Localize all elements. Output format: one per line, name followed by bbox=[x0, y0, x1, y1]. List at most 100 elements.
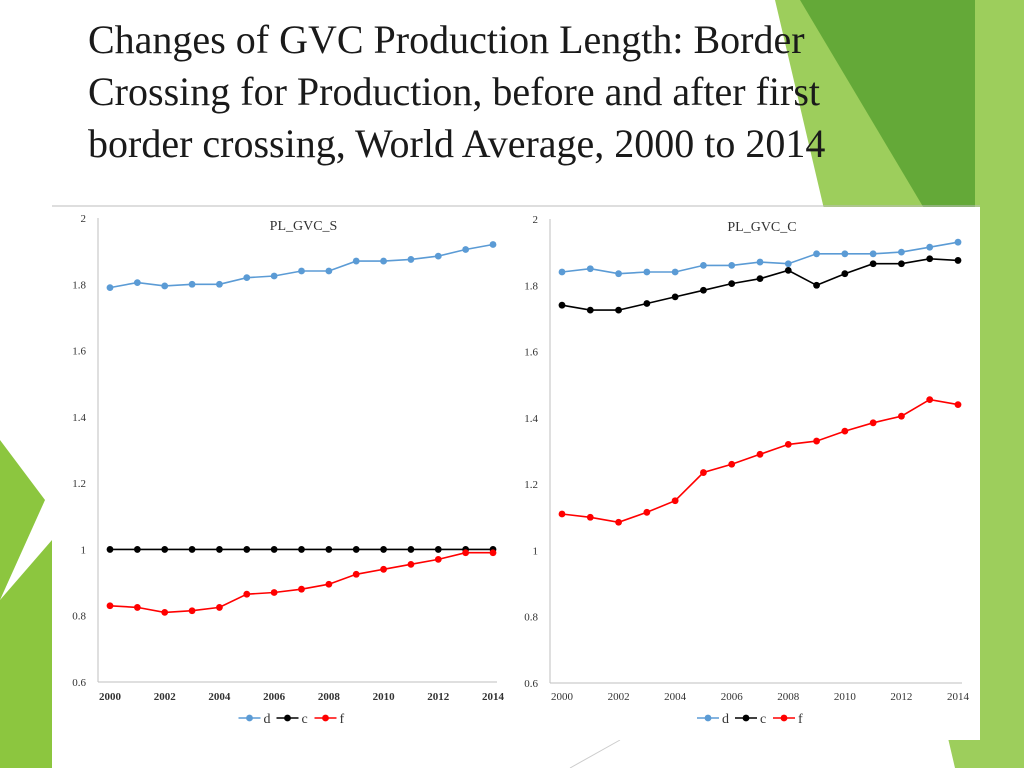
legend-swatch-marker-f bbox=[322, 714, 329, 722]
data-point-d bbox=[586, 265, 594, 273]
data-point-d bbox=[898, 248, 905, 256]
data-point-d bbox=[462, 246, 470, 253]
x-tick-label: 2012 bbox=[427, 691, 450, 703]
data-point-c bbox=[407, 546, 415, 553]
data-point-c bbox=[841, 270, 849, 278]
y-tick-label: 1.4 bbox=[524, 413, 538, 425]
data-point-d bbox=[434, 252, 442, 260]
data-point-c bbox=[216, 546, 223, 553]
legend-label-d: d bbox=[722, 712, 729, 727]
data-point-c bbox=[380, 546, 387, 553]
data-point-c bbox=[813, 281, 820, 289]
chart-1: 0.6 0.8 1 1.2 1.4 1.6 1.8 2 2000 2002 2004 2006 2008… bbox=[52, 207, 514, 740]
data-point-f bbox=[954, 401, 962, 408]
green-accent-shape-left bbox=[0, 440, 45, 600]
data-point-c bbox=[671, 293, 679, 301]
data-point-d bbox=[954, 238, 962, 246]
data-point-f bbox=[352, 570, 360, 578]
data-point-f bbox=[133, 604, 141, 611]
data-point-f bbox=[462, 549, 470, 557]
chart-background bbox=[515, 207, 980, 740]
x-tick-label: 2000 bbox=[551, 691, 574, 703]
decor-thin-line bbox=[569, 739, 621, 768]
data-point-f bbox=[489, 549, 497, 557]
data-point-d bbox=[841, 250, 849, 258]
y-tick-label: 0.8 bbox=[524, 612, 538, 624]
data-point-c bbox=[784, 266, 792, 274]
y-tick-label: 1 bbox=[533, 545, 539, 557]
chart-2: 0.6 0.8 1 1.2 1.4 1.6 1.8 2 2000 2002 2004 2006 2008… bbox=[515, 207, 980, 740]
data-point-f bbox=[813, 437, 820, 445]
data-point-d bbox=[643, 268, 651, 276]
x-tick-label: 2014 bbox=[947, 691, 970, 703]
data-point-c bbox=[615, 306, 622, 314]
data-point-f bbox=[671, 497, 679, 505]
x-tick-label: 2006 bbox=[263, 691, 286, 703]
data-point-f bbox=[380, 565, 387, 573]
y-tick-label: 1.2 bbox=[72, 478, 86, 490]
data-point-c bbox=[270, 546, 278, 553]
data-point-d bbox=[352, 257, 360, 265]
data-point-c bbox=[586, 306, 594, 314]
data-point-d bbox=[243, 274, 251, 282]
data-point-c bbox=[434, 546, 442, 553]
data-point-f bbox=[869, 419, 877, 427]
data-point-f bbox=[243, 590, 251, 598]
x-tick-label: 2008 bbox=[318, 691, 341, 703]
title-line-2: Crossing for Production, before and afte… bbox=[88, 69, 821, 114]
data-point-f bbox=[558, 510, 566, 518]
data-point-c bbox=[926, 255, 934, 263]
data-point-f bbox=[188, 607, 196, 615]
data-point-c bbox=[243, 546, 251, 553]
legend-swatch-marker-f bbox=[780, 714, 788, 722]
data-point-d bbox=[380, 257, 387, 265]
data-point-f bbox=[586, 513, 594, 521]
data-point-f bbox=[756, 450, 764, 458]
data-point-d bbox=[784, 260, 792, 268]
legend-swatch-marker-d bbox=[704, 714, 712, 722]
data-point-c bbox=[643, 300, 651, 307]
chart-background bbox=[52, 207, 514, 740]
data-point-f bbox=[161, 609, 169, 616]
data-point-c bbox=[700, 286, 707, 294]
data-point-d bbox=[728, 262, 736, 269]
data-point-f bbox=[407, 560, 415, 568]
legend-label-d: d bbox=[264, 712, 271, 727]
data-point-d bbox=[188, 280, 196, 288]
page-title: Changes of GVC Production Length: Border… bbox=[88, 14, 988, 170]
title-line-1: Changes of GVC Production Length: Border bbox=[88, 17, 805, 62]
data-point-c bbox=[898, 260, 905, 268]
x-tick-label: 2010 bbox=[373, 691, 396, 703]
data-point-c bbox=[133, 546, 141, 553]
data-point-d bbox=[216, 280, 223, 288]
y-tick-label: 1 bbox=[81, 544, 87, 556]
data-point-c bbox=[756, 275, 764, 283]
data-point-d bbox=[671, 268, 679, 276]
data-point-c bbox=[161, 546, 169, 553]
legend-swatch-marker-c bbox=[742, 714, 750, 722]
x-tick-label: 2004 bbox=[664, 691, 687, 703]
data-point-f bbox=[898, 412, 905, 420]
x-tick-label: 2002 bbox=[154, 691, 177, 703]
x-tick-label: 2000 bbox=[99, 691, 122, 703]
data-point-d bbox=[756, 258, 764, 266]
y-tick-label: 1.4 bbox=[72, 412, 86, 424]
y-tick-label: 0.6 bbox=[524, 678, 538, 690]
data-point-f bbox=[298, 585, 305, 593]
x-tick-label: 2004 bbox=[208, 691, 231, 703]
data-point-d bbox=[270, 272, 278, 280]
data-point-f bbox=[106, 602, 114, 610]
y-tick-label: 0.8 bbox=[72, 611, 86, 623]
green-accent-shape-left-bottom bbox=[0, 540, 52, 768]
x-tick-label: 2008 bbox=[777, 691, 800, 703]
data-point-f bbox=[784, 440, 792, 448]
data-point-d bbox=[700, 262, 707, 269]
data-point-c bbox=[106, 546, 114, 553]
y-tick-label: 1.8 bbox=[524, 280, 538, 292]
data-point-c bbox=[298, 546, 305, 553]
chart-title: PL_GVC_S bbox=[270, 219, 338, 234]
green-accent-shape-dark bbox=[800, 0, 975, 210]
legend-label-c: c bbox=[302, 712, 308, 727]
legend-label-f: f bbox=[340, 712, 345, 727]
data-point-f bbox=[325, 580, 333, 588]
